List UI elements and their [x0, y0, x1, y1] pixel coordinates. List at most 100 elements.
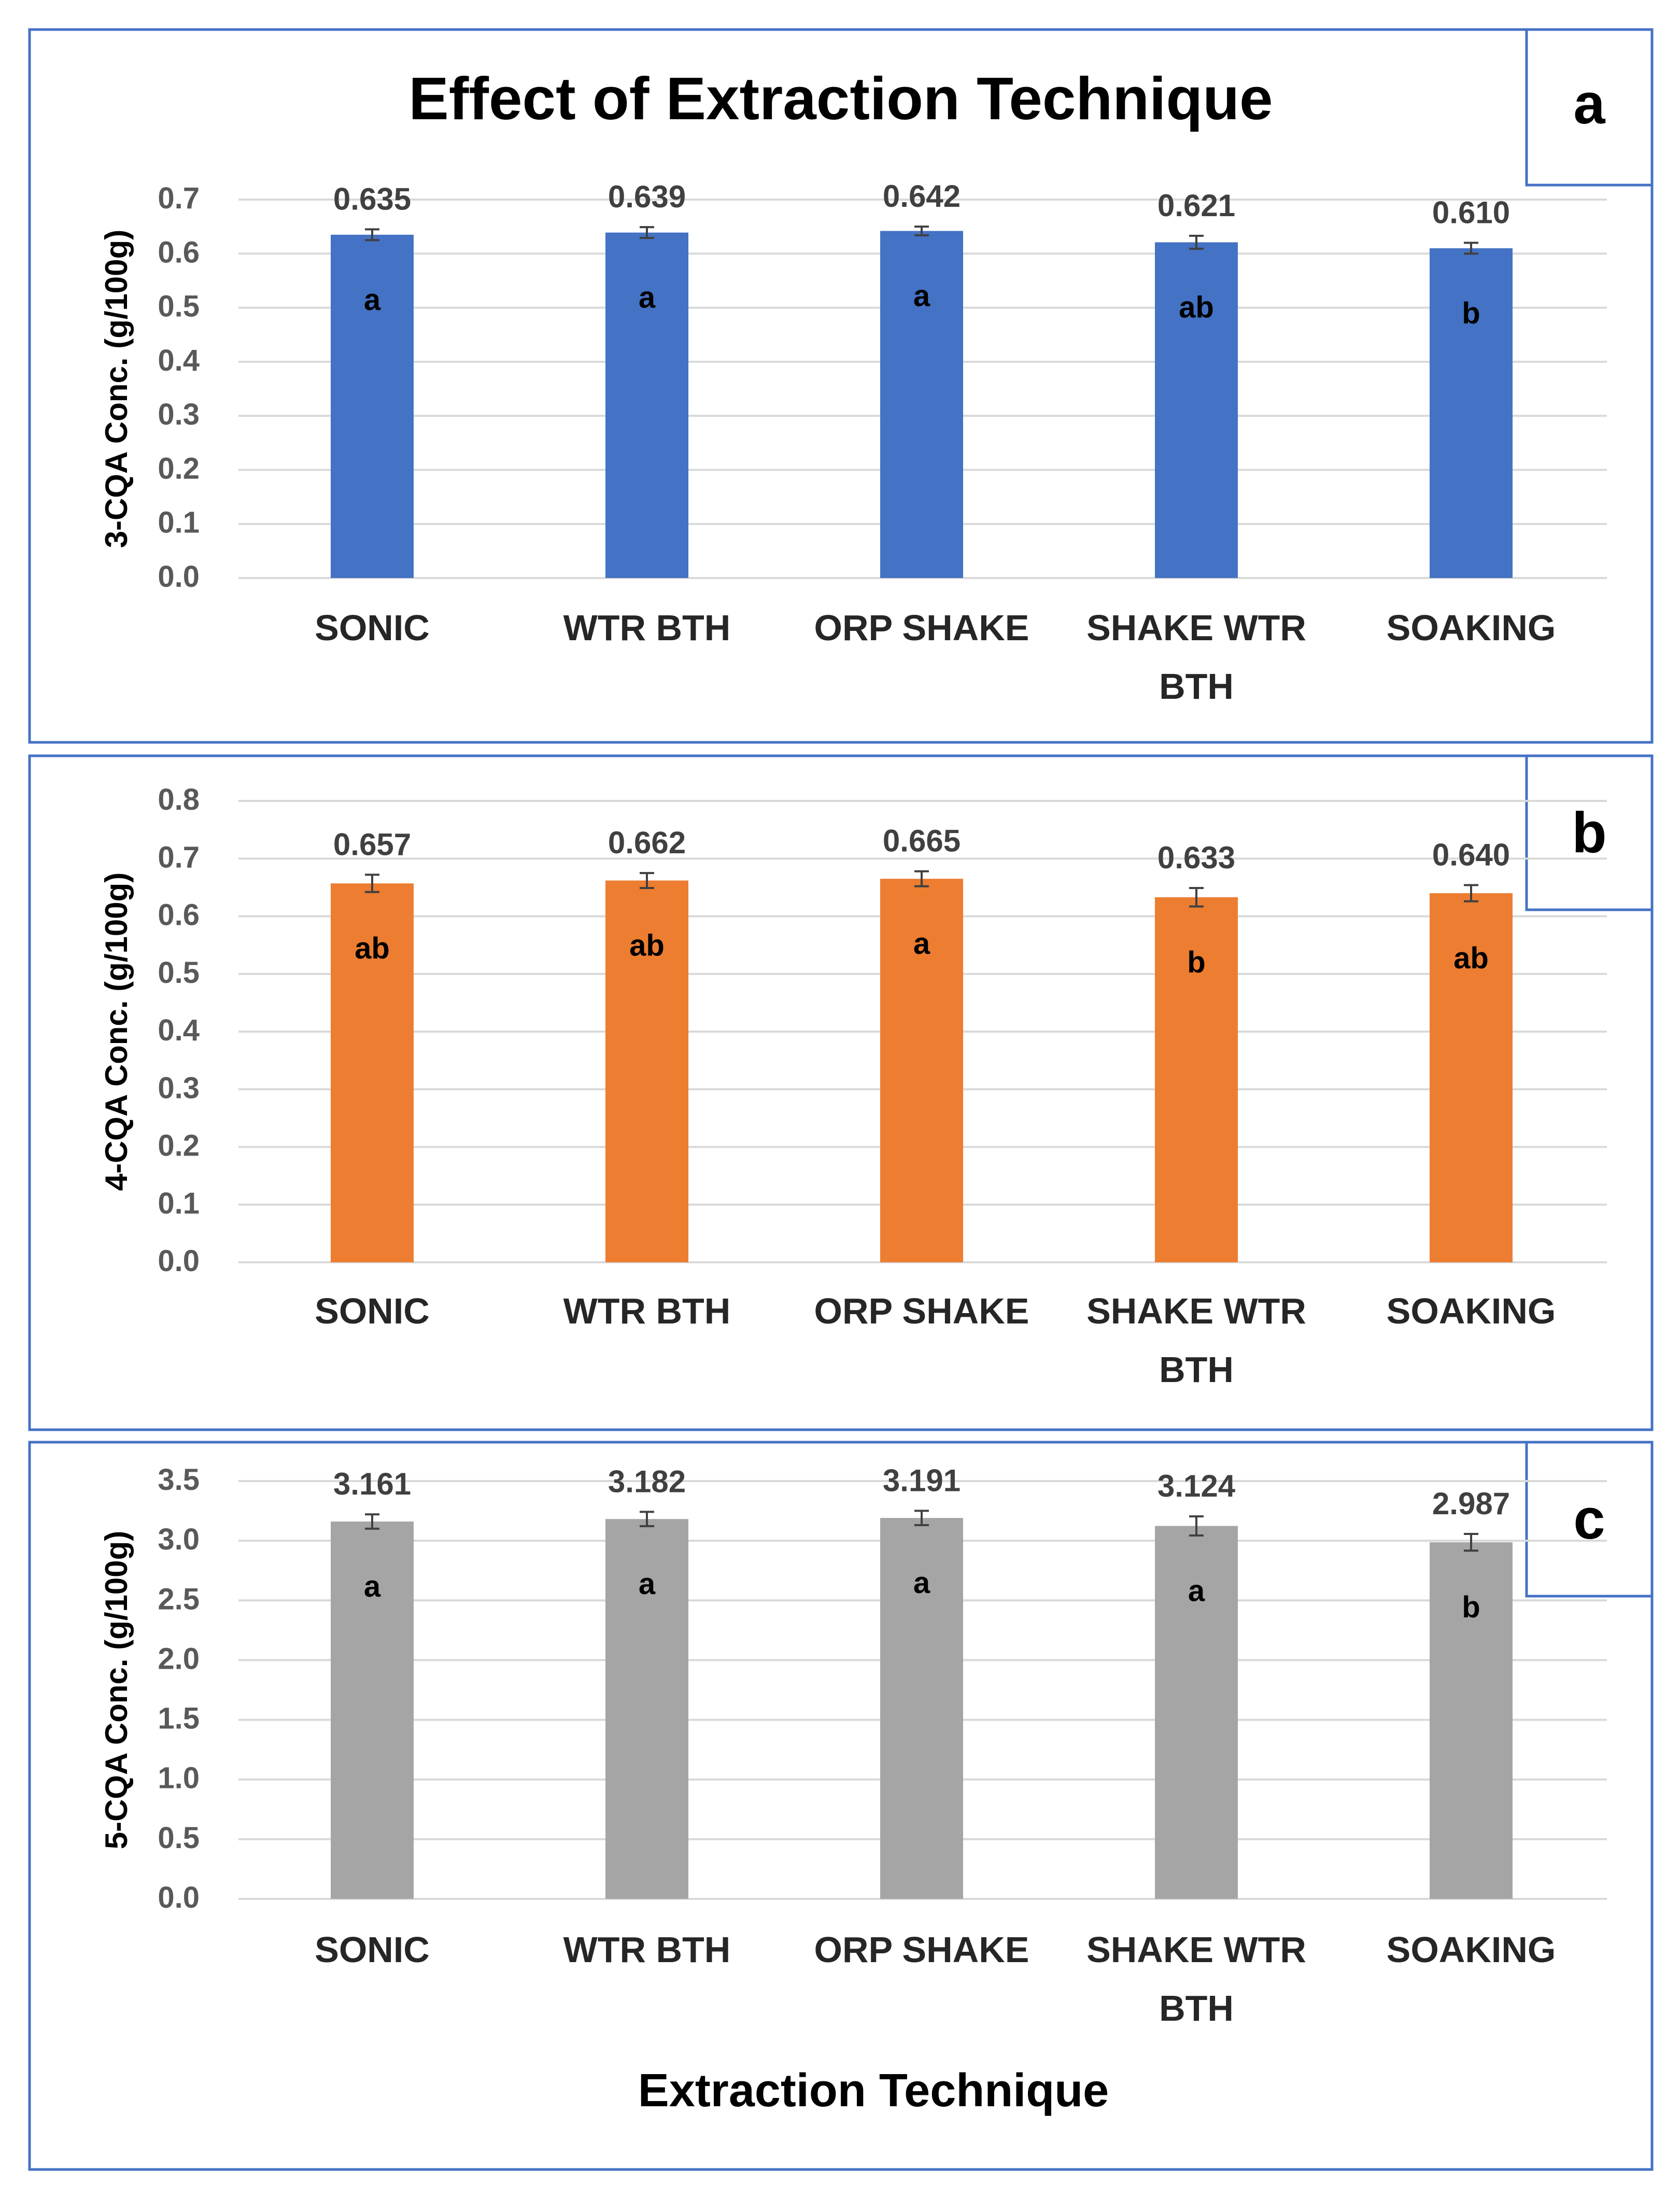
y-tick-label: 2.5 — [158, 1582, 200, 1616]
significance-letter: a — [639, 1567, 656, 1601]
bar — [1430, 1542, 1513, 1899]
x-tick-label: SONIC — [315, 608, 430, 648]
data-label: 0.642 — [883, 179, 961, 214]
x-tick-label: SHAKE WTR BTH — [1086, 1929, 1306, 2028]
significance-letter: a — [364, 1570, 381, 1603]
data-label: 0.610 — [1432, 195, 1510, 230]
y-tick-label: 0.2 — [158, 452, 200, 485]
bar — [880, 231, 963, 578]
bar — [880, 1518, 963, 1899]
significance-letter: a — [913, 279, 930, 313]
x-tick-label: SONIC — [315, 1929, 430, 1970]
data-label: 0.639 — [608, 179, 686, 214]
y-tick-label: 0.1 — [158, 1187, 200, 1220]
x-tick-label: SONIC — [315, 1291, 430, 1331]
panel-b-frame — [28, 754, 1654, 1431]
y-tick-label: 0.5 — [158, 956, 200, 990]
bar — [1155, 1526, 1238, 1899]
data-label: 0.640 — [1432, 837, 1510, 872]
y-tick-label: 2.0 — [158, 1642, 200, 1675]
data-label: 2.987 — [1432, 1486, 1510, 1521]
data-label: 0.665 — [883, 824, 961, 858]
y-tick-label: 0.3 — [158, 398, 200, 431]
y-tick-label: 0.0 — [158, 1244, 200, 1278]
y-tick-label: 0.4 — [158, 1013, 200, 1047]
plot-b: 0.0 0.1 0.2 0.3 0.4 0.5 0.6 0.7 0.8 4-CQA Conc. (… — [99, 783, 1607, 1390]
significance-letter: ab — [355, 932, 390, 965]
significance-letter: a — [1188, 1574, 1205, 1608]
x-tick-label: SOAKING — [1387, 608, 1556, 648]
y-tick-label: 3.5 — [158, 1463, 200, 1497]
x-axis-title: Extraction Technique — [638, 2065, 1109, 2117]
plot-c: 0.0 0.5 1.0 1.5 2.0 2.5 3.0 3.5 5-CQA Conc. (g/1… — [99, 1463, 1607, 2028]
y-tick-label: 0.5 — [158, 1821, 200, 1855]
y-tick-label: 0.6 — [158, 235, 200, 269]
data-label: 0.657 — [333, 827, 411, 862]
y-tick-label: 3.0 — [158, 1523, 200, 1556]
bar — [605, 880, 688, 1262]
significance-letter: ab — [1179, 290, 1214, 324]
y-tick-label: 0.8 — [158, 783, 200, 816]
y-tick-label: 0.7 — [158, 181, 200, 215]
panel-b-label: b — [1572, 801, 1606, 865]
significance-letter: a — [364, 283, 381, 317]
x-tick-label: SOAKING — [1387, 1291, 1556, 1331]
bar — [1430, 248, 1513, 578]
significance-letter: ab — [629, 929, 665, 963]
bar — [331, 883, 414, 1262]
bar — [605, 1519, 688, 1899]
y-tick-label: 0.0 — [158, 560, 200, 594]
data-label: 3.161 — [333, 1467, 411, 1501]
chart-title: Effect of Extraction Technique — [408, 65, 1273, 132]
y-tick-label: 0.0 — [158, 1881, 200, 1914]
bar — [331, 234, 414, 578]
x-tick-label: SHAKE WTR BTH — [1086, 1291, 1306, 1390]
data-label: 0.621 — [1157, 188, 1235, 223]
data-label: 0.662 — [608, 825, 686, 860]
significance-letter: a — [913, 1566, 930, 1600]
bar — [605, 232, 688, 579]
significance-letter: a — [639, 281, 656, 315]
y-axis-label: 3-CQA Conc. (g/100g) — [99, 230, 134, 548]
y-axis-label: 4-CQA Conc. (g/100g) — [99, 872, 134, 1191]
significance-letter: b — [1462, 297, 1480, 330]
x-tick-label: ORP SHAKE — [814, 1291, 1029, 1331]
y-tick-label: 0.6 — [158, 898, 200, 932]
plot-a: 0.0 0.1 0.2 0.3 0.4 0.5 0.6 0.7 3-CQA Conc. (g/1… — [99, 179, 1607, 707]
panel-a-frame — [28, 28, 1654, 744]
bar — [331, 1521, 414, 1899]
data-label: 0.633 — [1157, 840, 1235, 875]
y-tick-label: 0.4 — [158, 344, 200, 377]
x-tick-label: WTR BTH — [563, 1929, 731, 1970]
x-tick-label: SHAKE WTR BTH — [1086, 608, 1306, 707]
panel-b: b 0.0 0.1 0.2 0.3 0.4 0.5 0.6 0.7 0.8 4-CQA Conc.… — [28, 754, 1654, 1431]
panel-a-label-box — [1525, 28, 1654, 187]
x-tick-label: WTR BTH — [563, 1291, 731, 1331]
panel-c-label-box — [1525, 1441, 1654, 1598]
y-tick-label: 1.0 — [158, 1762, 200, 1795]
significance-letter: ab — [1453, 941, 1489, 975]
panel-a: a Effect of Extraction Technique 0.00.10… — [28, 28, 1654, 744]
y-tick-label: 1.5 — [158, 1702, 200, 1736]
y-tick-label: 0.5 — [158, 290, 200, 323]
significance-letter: a — [913, 927, 930, 961]
data-label: 3.124 — [1157, 1469, 1236, 1503]
x-tick-label: WTR BTH — [563, 608, 731, 648]
x-tick-label: ORP SHAKE — [814, 1929, 1029, 1970]
bar — [1430, 893, 1513, 1262]
bar — [1155, 897, 1238, 1262]
y-tick-label: 0.2 — [158, 1129, 200, 1163]
significance-letter: b — [1187, 946, 1205, 979]
bar — [1155, 242, 1238, 578]
data-label: 0.635 — [333, 181, 411, 216]
data-label: 3.191 — [883, 1463, 961, 1498]
y-tick-label: 0.7 — [158, 840, 200, 874]
bar — [880, 879, 963, 1262]
x-tick-label: SOAKING — [1387, 1929, 1556, 1970]
y-axis-label: 5-CQA Conc. (g/100g) — [99, 1531, 134, 1850]
x-tick-label: ORP SHAKE — [814, 608, 1029, 648]
y-tick-label: 0.1 — [158, 506, 200, 540]
panel-b-label-box — [1525, 754, 1654, 911]
panel-c: c 0.00.51.01.52.02.53.03.55-CQA Conc. (g… — [28, 1441, 1654, 2171]
